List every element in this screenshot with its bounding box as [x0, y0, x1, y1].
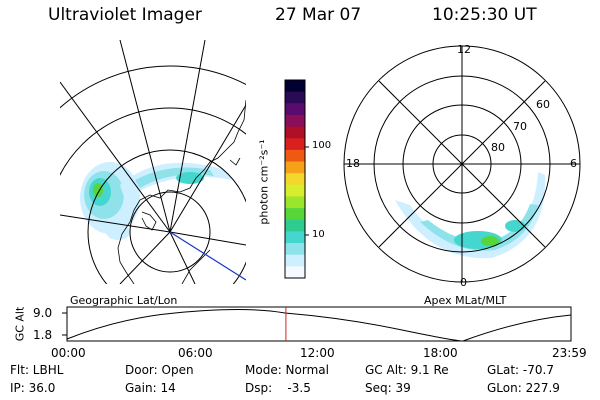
colorbar-step [285, 114, 305, 128]
mlat-label-60: 60 [536, 98, 550, 111]
gc-alt-info: GC Alt: 9.1 Re [365, 363, 449, 377]
altitude-ylabel: GC Alt [13, 306, 27, 342]
glon-info: GLon: 227.9 [487, 381, 560, 395]
geographic-caption: Geographic Lat/Lon [70, 294, 178, 307]
magnetic-polar-plot [343, 45, 581, 283]
xtick-2359: 23:59 [552, 346, 587, 360]
colorbar-frame [284, 79, 306, 279]
door-info: Door: Open [125, 363, 194, 377]
mlt-label-12: 12 [457, 43, 471, 56]
left-aurora [80, 162, 232, 240]
altitude-curve [66, 309, 572, 342]
colorbar-unit-label: photon cm⁻²s⁻¹ [257, 139, 271, 225]
colorbar-step [285, 219, 305, 233]
filter-info: Flt: LBHL [10, 363, 64, 377]
glat-info: GLat: -70.7 [487, 363, 554, 377]
dsp-info: Dsp: -3.5 [245, 381, 311, 395]
time-label: 10:25:30 UT [432, 5, 537, 25]
right-aurora [395, 172, 546, 259]
orbit-track [169, 231, 246, 281]
coastline [117, 99, 246, 284]
colorbar-step [285, 80, 305, 93]
xtick-06: 06:00 [178, 346, 213, 360]
altitude-plot [62, 306, 572, 342]
colorbar-label-10: 10 [312, 229, 325, 240]
colorbar-step [285, 103, 305, 116]
mlt-label-0: 0 [460, 276, 467, 289]
mlt-label-6: 6 [570, 157, 577, 170]
altitude-ytick-label-9: 9.0 [33, 306, 53, 320]
colorbar-step [285, 173, 305, 186]
geographic-map [60, 40, 246, 284]
colorbar-step [285, 149, 305, 163]
colorbar [285, 80, 305, 279]
gain-info: Gain: 14 [125, 381, 176, 395]
mlat-label-80: 80 [491, 141, 505, 154]
date-label: 27 Mar 07 [275, 5, 362, 25]
mode-info: Mode: Normal [245, 363, 329, 377]
mlt-label-18: 18 [346, 157, 360, 170]
colorbar-step [285, 126, 305, 139]
colorbar-step [285, 208, 305, 221]
xtick-00: 00:00 [51, 346, 86, 360]
altitude-ytick-label-1-8: 1.8 [33, 328, 53, 342]
mlat-label-70: 70 [513, 120, 527, 133]
colorbar-step [285, 254, 305, 267]
latitude-lines [60, 65, 246, 284]
colorbar-step [285, 161, 305, 174]
longitude-lines [60, 40, 246, 284]
colorbar-step [285, 243, 305, 256]
colorbar-step [285, 184, 305, 198]
colorbar-step [285, 196, 305, 209]
colorbar-step [285, 138, 305, 151]
ip-info: IP: 36.0 [10, 381, 56, 395]
xtick-18: 18:00 [423, 346, 458, 360]
colorbar-step [285, 231, 305, 244]
instrument-title: Ultraviolet Imager [48, 5, 202, 25]
colorbar-label-100: 100 [312, 140, 332, 151]
apex-caption: Apex MLat/MLT [424, 294, 507, 307]
colorbar-step [285, 91, 305, 104]
altitude-frame [66, 306, 572, 342]
mlt-lines [344, 46, 580, 282]
seq-info: Seq: 39 [365, 381, 411, 395]
colorbar-step [285, 266, 305, 279]
xtick-12: 12:00 [300, 346, 335, 360]
